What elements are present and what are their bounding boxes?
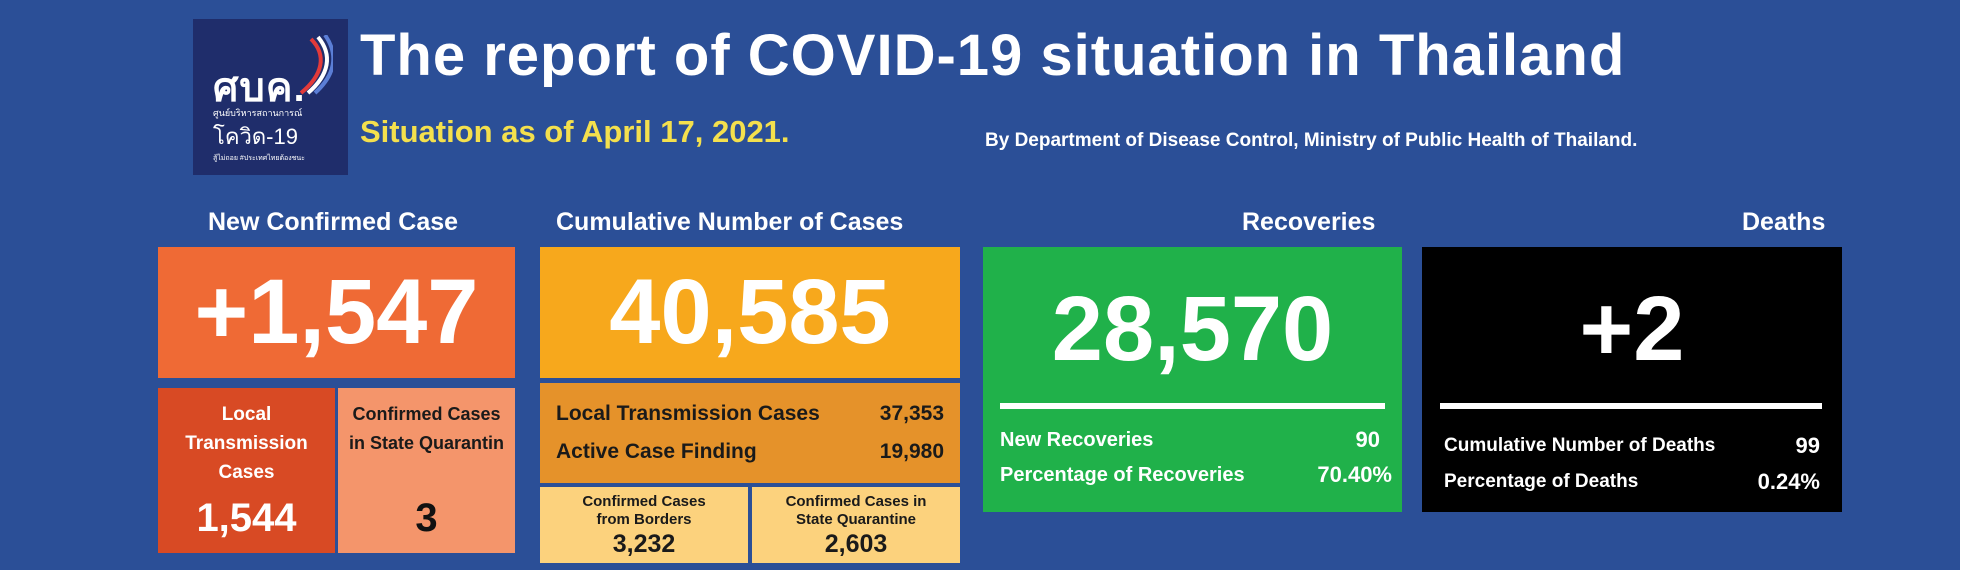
right-margin (1960, 0, 1976, 577)
cumulative-heading: Cumulative Number of Cases (556, 208, 904, 236)
cumulative-detail-box: Local Transmission Cases 37,353 Active C… (540, 383, 960, 483)
logo-line-2: ศูนย์บริหารสถานการณ์ (213, 108, 303, 118)
borders-box: Confirmed Cases from Borders 3,232 (540, 487, 748, 563)
state-quarantine-value: 2,603 (824, 530, 888, 558)
quarantine-case-label: Confirmed Cases in State Quarantin (348, 404, 505, 453)
borders-label: Confirmed Cases from Borders (582, 493, 706, 528)
logo-line-3: โควิด-19 (213, 124, 298, 149)
active-case-row: Active Case Finding 19,980 (556, 433, 944, 471)
new-case-heading: New Confirmed Case (208, 208, 459, 236)
new-recoveries-value: 90 (1355, 427, 1380, 452)
state-quarantine-label: Confirmed Cases in State Quarantine (785, 493, 927, 528)
deaths-heading: Deaths (1742, 208, 1826, 236)
cumulative-deaths-row: Cumulative Number of Deaths 99 (1444, 433, 1820, 459)
active-case-label: Active Case Finding (556, 440, 757, 463)
local-case-box: Local Transmission Cases 1,544 (158, 388, 335, 553)
recovery-pct-row: Percentage of Recoveries 70.40% (1000, 462, 1392, 488)
cumulative-value: 40,585 (540, 247, 960, 378)
new-recoveries-label: New Recoveries (1000, 428, 1154, 451)
source-credit: By Department of Disease Control, Minist… (985, 130, 1638, 151)
logo-line-1: ศบค. (213, 66, 306, 110)
report-date: Situation as of April 17, 2021. (360, 114, 790, 149)
quarantine-case-value: 3 (415, 496, 438, 540)
cumulative-local-row: Local Transmission Cases 37,353 (556, 395, 944, 433)
local-case-value: 1,544 (196, 496, 297, 540)
cumulative-deaths-value: 99 (1795, 433, 1820, 458)
death-pct-label: Percentage of Deaths (1444, 471, 1639, 492)
deaths-divider (1440, 403, 1822, 409)
flag-stripes-icon (299, 35, 333, 95)
quarantine-case-box: Confirmed Cases in State Quarantin 3 (338, 388, 515, 553)
recoveries-value: 28,570 (1051, 278, 1334, 380)
recoveries-divider (1000, 403, 1385, 409)
cumulative-deaths-label: Cumulative Number of Deaths (1444, 435, 1716, 456)
new-recoveries-row: New Recoveries 90 (1000, 427, 1388, 453)
ccsa-logo: ศบค. ศูนย์บริหารสถานการณ์ โควิด-19 สู้ไม… (193, 19, 348, 175)
logo-line-4: สู้ไม่ถอย #ประเทศไทยต้องชนะ (213, 155, 305, 162)
recoveries-heading: Recoveries (1242, 208, 1376, 236)
active-case-value: 19,980 (879, 440, 944, 463)
recovery-pct-label: Percentage of Recoveries (1000, 463, 1245, 486)
new-case-value: +1,547 (158, 247, 515, 378)
death-pct-value: 0.24% (1757, 469, 1820, 494)
recoveries-box: 28,570 New Recoveries 90 Percentage of R… (983, 247, 1402, 512)
report-panel: ศบค. ศูนย์บริหารสถานการณ์ โควิด-19 สู้ไม… (0, 0, 1960, 570)
death-pct-row: Percentage of Deaths 0.24% (1444, 469, 1820, 495)
deaths-value: +2 (1579, 278, 1685, 380)
borders-value: 3,232 (612, 530, 676, 558)
deaths-box: +2 Cumulative Number of Deaths 99 Percen… (1422, 247, 1842, 512)
local-case-label: Local Transmission Cases (185, 404, 308, 483)
state-quarantine-box: Confirmed Cases in State Quarantine 2,60… (752, 487, 960, 563)
page-title: The report of COVID-19 situation in Thai… (360, 23, 1626, 88)
recovery-pct-value: 70.40% (1317, 462, 1392, 487)
cumulative-local-label: Local Transmission Cases (556, 402, 820, 425)
cumulative-local-value: 37,353 (879, 402, 944, 425)
